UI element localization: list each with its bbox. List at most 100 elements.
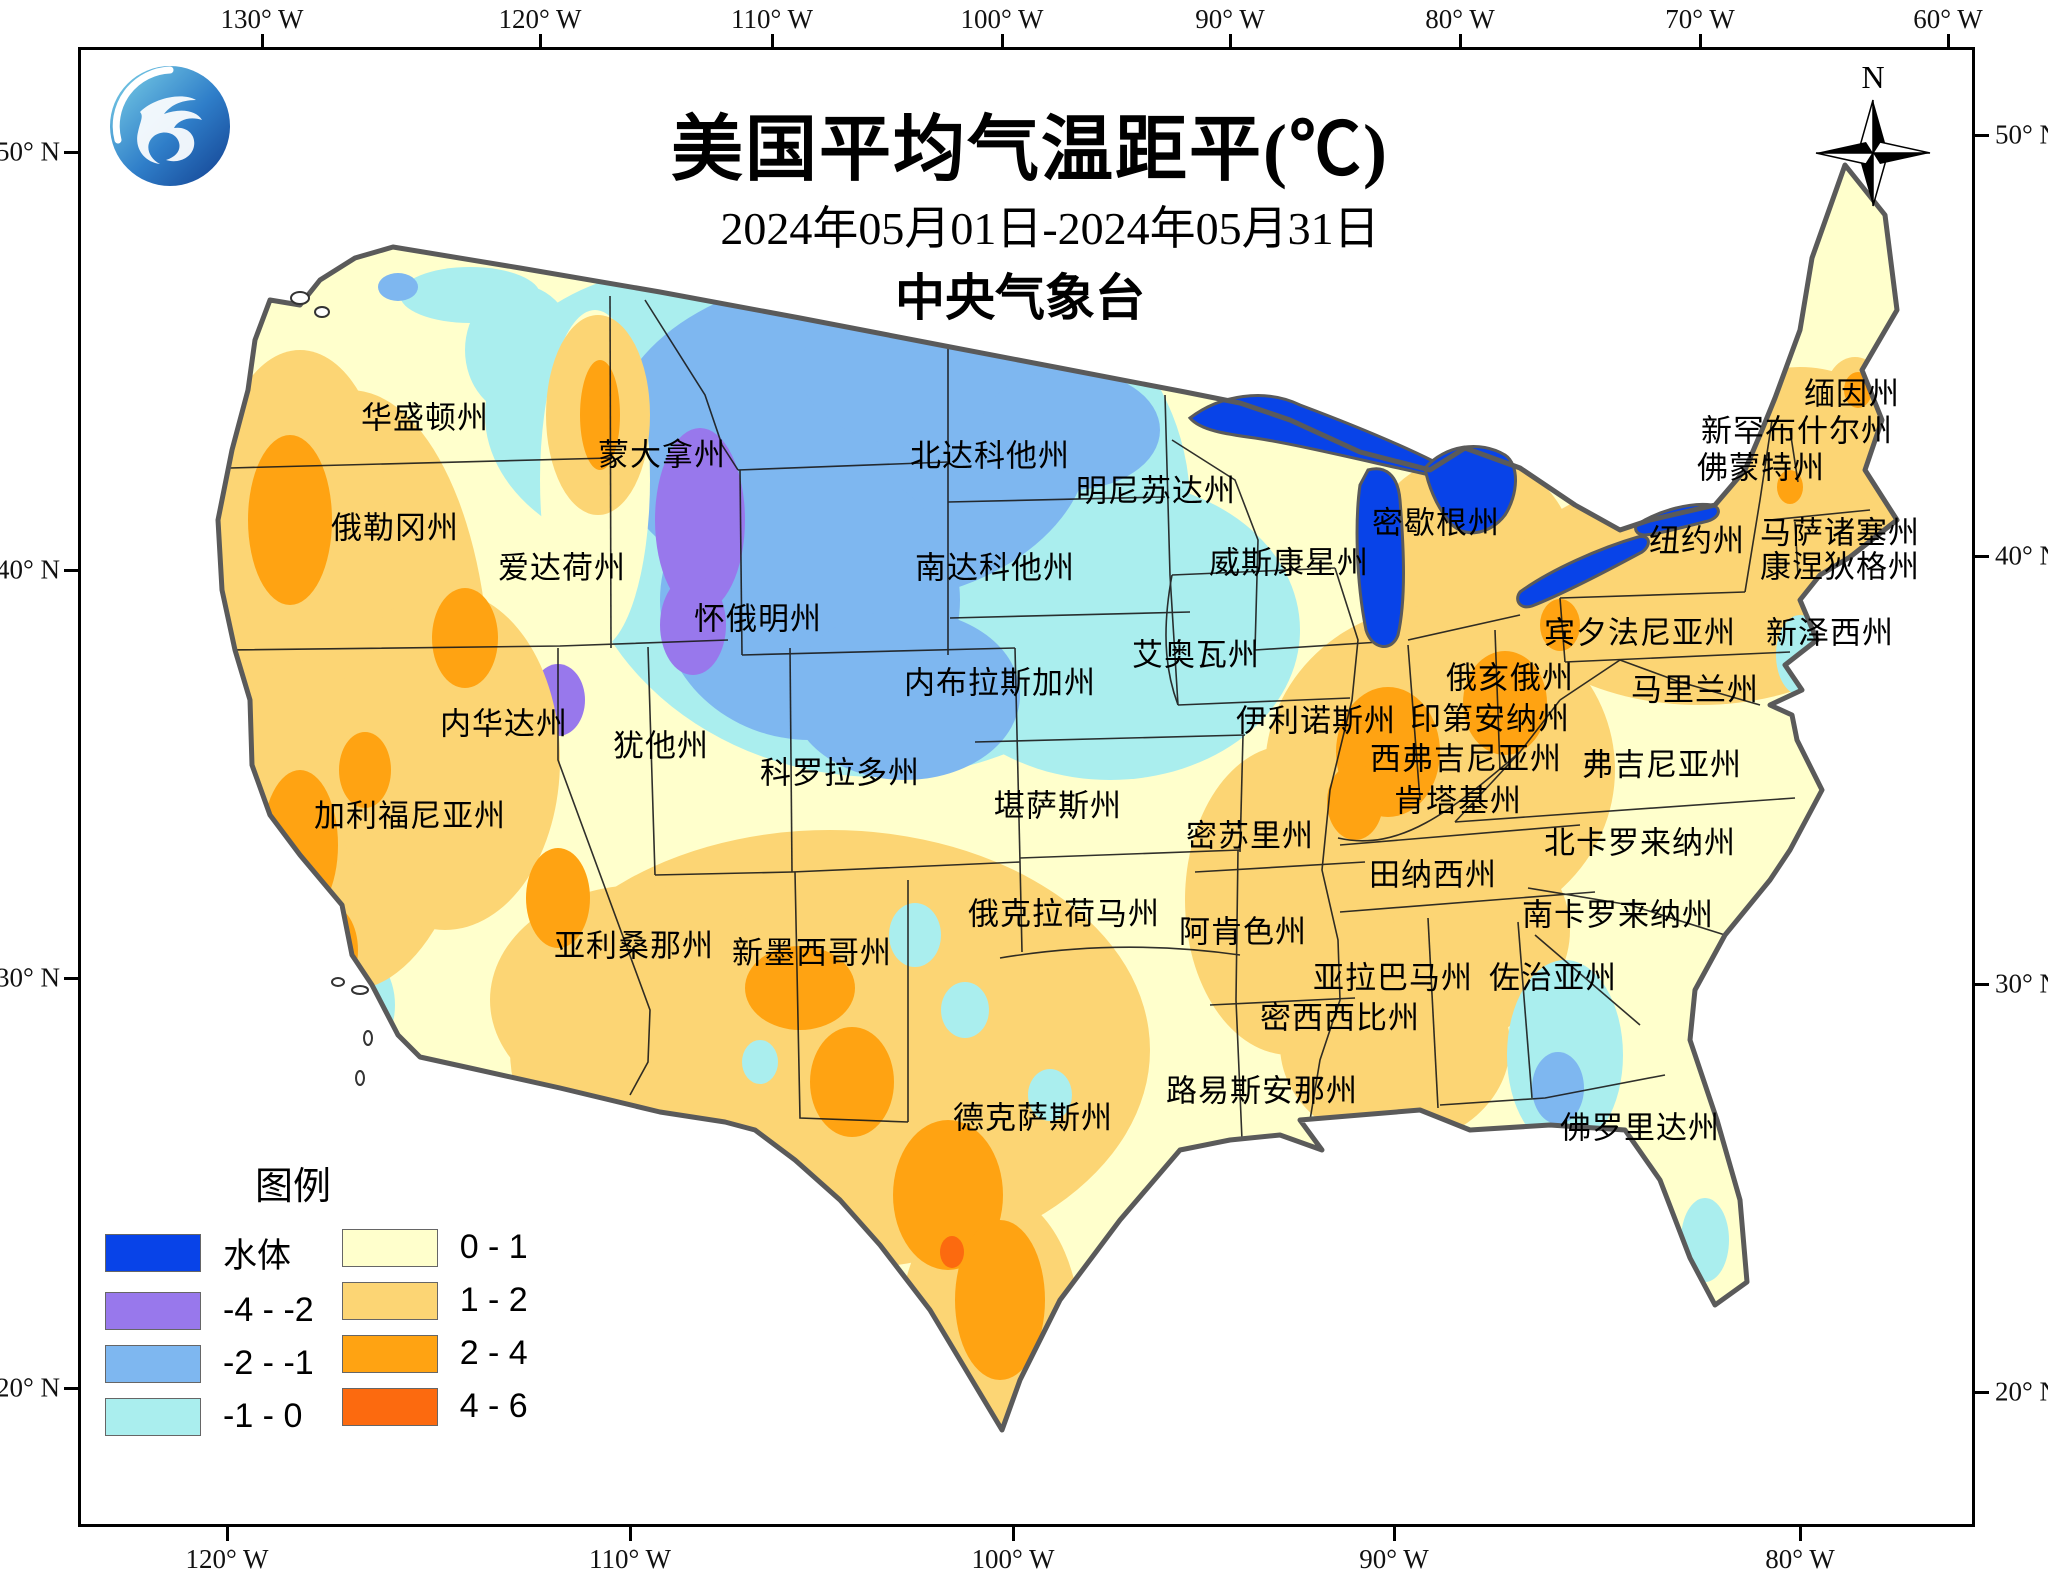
legend-label: -2 - -1 <box>223 1344 314 1382</box>
legend-item: 1 - 2 <box>341 1281 528 1320</box>
legend-column: 水体 -4 - -2 -2 - -1 -1 - 0 <box>105 1228 314 1436</box>
top-axis-tick <box>1947 34 1950 48</box>
left-axis-tick <box>64 569 78 572</box>
legend-item: -2 - -1 <box>105 1344 314 1383</box>
state-label: 内布拉斯加州 <box>904 665 1096 701</box>
agency-name: 中央气象台 <box>895 270 1145 326</box>
map-frame <box>78 47 1975 1527</box>
right-axis-tick <box>1975 134 1989 137</box>
left-axis-label: 50° N <box>0 136 60 167</box>
state-label: 北达科他州 <box>910 438 1070 474</box>
state-label: 佐治亚州 <box>1489 960 1617 996</box>
right-axis-tick <box>1975 983 1989 986</box>
legend-column: 0 - 1 1 - 2 2 - 4 4 - 6 <box>341 1228 528 1436</box>
bottom-axis-label: 100° W <box>971 1544 1055 1574</box>
legend-title: 图例 <box>255 1166 332 1208</box>
state-label: 路易斯安那州 <box>1166 1073 1358 1109</box>
state-label: 纽约州 <box>1649 523 1745 559</box>
offshore-islands-icon <box>290 291 373 1086</box>
state-label: 华盛顿州 <box>361 400 489 436</box>
top-axis-label: 110° W <box>730 4 814 34</box>
bottom-axis-label: 90° W <box>1359 1544 1429 1574</box>
bottom-axis-label: 110° W <box>588 1544 672 1574</box>
right-axis-tick <box>1975 1391 1989 1394</box>
state-label: 田纳西州 <box>1369 857 1497 893</box>
legend-label: -4 - -2 <box>223 1291 314 1329</box>
state-label: 德克萨斯州 <box>953 1100 1113 1136</box>
right-axis-tick <box>1975 555 1989 558</box>
bottom-axis-tick <box>1393 1527 1396 1541</box>
state-label: 怀俄明州 <box>694 601 822 637</box>
compass-north-label: N <box>1861 59 1884 95</box>
state-label: 康涅狄格州 <box>1760 549 1920 585</box>
state-label: 亚利桑那州 <box>554 928 714 964</box>
legend-label: 0 - 1 <box>459 1228 528 1266</box>
top-axis-tick <box>1459 34 1462 48</box>
state-label: 新罕布什尔州 <box>1701 413 1893 449</box>
legend-label: -1 - 0 <box>223 1397 303 1435</box>
top-axis-label: 80° W <box>1425 4 1495 34</box>
state-label: 阿肯色州 <box>1179 914 1307 950</box>
top-axis-tick <box>1229 34 1232 48</box>
state-label: 艾奥瓦州 <box>1132 637 1260 673</box>
state-label: 缅因州 <box>1804 376 1900 412</box>
legend-item: -1 - 0 <box>105 1397 314 1436</box>
bottom-axis-tick <box>1012 1527 1015 1541</box>
state-label: 肯塔基州 <box>1394 783 1522 819</box>
state-label: 堪萨斯州 <box>994 788 1122 824</box>
state-label: 蒙大拿州 <box>598 437 726 473</box>
legend-swatch <box>341 1387 438 1426</box>
legend-swatch <box>341 1334 438 1373</box>
legend-label: 4 - 6 <box>459 1387 528 1425</box>
state-label: 北卡罗来纳州 <box>1544 825 1736 861</box>
legend-label: 水体 <box>223 1237 291 1275</box>
state-label: 新墨西哥州 <box>732 935 892 971</box>
legend-swatch <box>105 1397 201 1436</box>
left-axis-label: 20° N <box>0 1372 60 1403</box>
top-axis-label: 60° W <box>1913 4 1983 34</box>
left-axis-tick <box>64 977 78 980</box>
state-label: 威斯康星州 <box>1209 545 1369 581</box>
top-axis-label: 120° W <box>498 4 582 34</box>
state-label: 宾夕法尼亚州 <box>1544 615 1736 651</box>
legend-swatch <box>341 1228 438 1267</box>
cma-logo <box>110 66 230 186</box>
legend-swatch <box>105 1344 201 1383</box>
right-axis-label: 40° N <box>1995 540 2048 571</box>
left-axis-tick <box>64 1387 78 1390</box>
legend-swatch <box>105 1233 201 1272</box>
state-label: 西弗吉尼亚州 <box>1370 741 1562 777</box>
page-title: 美国平均气温距平(℃) <box>671 110 1389 190</box>
state-label: 新泽西州 <box>1766 615 1894 651</box>
top-axis-label: 130° W <box>220 4 304 34</box>
state-label: 佛蒙特州 <box>1697 450 1825 486</box>
state-label: 弗吉尼亚州 <box>1582 747 1742 783</box>
legend-label: 1 - 2 <box>459 1281 528 1319</box>
top-axis-label: 70° W <box>1665 4 1735 34</box>
top-axis-label: 90° W <box>1195 4 1265 34</box>
state-label: 明尼苏达州 <box>1076 473 1236 509</box>
state-label: 爱达荷州 <box>498 550 626 586</box>
right-axis-label: 30° N <box>1995 968 2048 999</box>
state-label: 伊利诺斯州 <box>1236 703 1396 739</box>
top-axis-tick <box>539 34 542 48</box>
state-label: 密歇根州 <box>1372 505 1500 541</box>
legend-item: 4 - 6 <box>341 1387 528 1426</box>
state-label: 佛罗里达州 <box>1560 1110 1720 1146</box>
top-axis-tick <box>1699 34 1702 48</box>
legend-box: 图例 水体 -4 - -2 -2 - -1 -1 - 0 0 - 1 1 - 2 <box>105 1155 665 1436</box>
legend-swatch <box>105 1291 201 1330</box>
legend-item: -4 - -2 <box>105 1291 314 1330</box>
state-label: 印第安纳州 <box>1410 701 1570 737</box>
state-label: 内华达州 <box>440 706 568 742</box>
left-axis-label: 30° N <box>0 962 60 993</box>
state-label: 马里兰州 <box>1631 672 1759 708</box>
bottom-axis-tick <box>226 1527 229 1541</box>
top-axis-tick <box>261 34 264 48</box>
state-label: 科罗拉多州 <box>760 755 920 791</box>
state-label: 亚拉巴马州 <box>1313 960 1473 996</box>
top-axis-tick <box>1001 34 1004 48</box>
left-axis-label: 40° N <box>0 554 60 585</box>
